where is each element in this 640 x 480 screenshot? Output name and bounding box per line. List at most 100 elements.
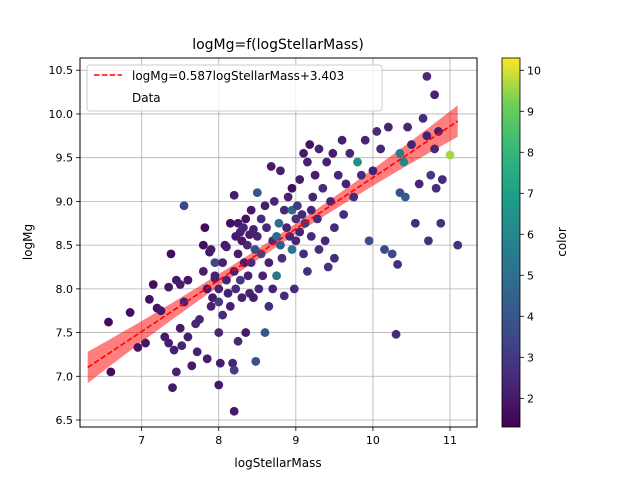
data-point <box>235 275 245 285</box>
legend: logMg=0.587logStellarMass+3.403 Data <box>86 64 383 112</box>
data-point <box>215 358 225 368</box>
data-point <box>299 148 308 158</box>
data-point <box>242 240 252 250</box>
data-point <box>214 284 224 294</box>
data-point <box>237 293 247 302</box>
data-point <box>276 240 285 250</box>
colorbar-tick-label: 7 <box>527 187 534 200</box>
data-point <box>249 224 258 234</box>
data-point <box>192 347 202 357</box>
data-point <box>287 245 297 254</box>
data-point <box>144 294 154 304</box>
data-point <box>258 271 268 281</box>
data-point <box>291 236 301 246</box>
data-point <box>387 249 397 259</box>
data-point <box>279 205 289 215</box>
data-point <box>314 144 324 154</box>
data-point <box>229 365 239 375</box>
data-point <box>318 183 328 193</box>
colorbar-gradient <box>501 57 521 428</box>
x-tick-label: 8 <box>215 434 222 447</box>
data-point <box>200 223 210 233</box>
data-point <box>322 157 332 167</box>
data-point <box>399 157 409 167</box>
data-point <box>430 90 440 100</box>
data-point <box>329 223 339 233</box>
data-point <box>241 328 251 337</box>
data-point <box>320 236 330 246</box>
data-point <box>198 266 208 276</box>
data-point <box>426 170 436 180</box>
data-point <box>434 127 443 136</box>
data-point <box>222 275 231 285</box>
data-point <box>310 170 320 180</box>
data-point <box>175 280 185 289</box>
data-point <box>164 338 174 348</box>
colorbar-tick-label: 8 <box>527 146 534 159</box>
data-point <box>250 245 260 254</box>
colorbar-tick-label: 6 <box>527 228 534 241</box>
data-point <box>246 205 256 215</box>
chart-title: logMg=f(logStellarMass) <box>192 37 364 53</box>
data-point <box>229 190 239 200</box>
data-point <box>256 249 266 259</box>
data-point <box>195 315 204 324</box>
colorbar-label: color <box>555 227 569 257</box>
data-point <box>187 361 197 371</box>
data-point <box>252 188 262 198</box>
y-tick-label: 7.0 <box>56 370 74 383</box>
data-point <box>306 205 316 215</box>
y-tick-label: 8.0 <box>56 283 74 296</box>
data-point <box>282 223 291 233</box>
data-point <box>254 284 264 294</box>
plot-frame <box>79 57 478 428</box>
data-point <box>410 218 420 228</box>
legend-fit-label: logMg=0.587logStellarMass+3.403 <box>132 69 344 83</box>
data-point <box>345 148 355 158</box>
data-point <box>400 192 410 202</box>
data-point <box>168 383 177 393</box>
data-point <box>356 170 366 180</box>
legend-data-label: Data <box>132 91 161 105</box>
data-point <box>323 262 333 272</box>
data-point <box>210 273 220 283</box>
data-point <box>306 231 316 241</box>
data-point <box>171 367 181 377</box>
colorbar-tick-label: 9 <box>527 105 534 118</box>
data-point <box>424 236 433 246</box>
fit-line <box>87 120 459 369</box>
data-point <box>218 310 228 320</box>
data-point <box>436 218 446 228</box>
data-point <box>376 144 386 154</box>
data-point <box>372 127 382 136</box>
fit-line-layer <box>87 120 459 369</box>
data-point <box>269 197 279 206</box>
data-point <box>133 343 143 352</box>
y-tick-label: 10.0 <box>49 108 74 121</box>
data-point <box>175 323 185 333</box>
data-point <box>305 140 315 149</box>
data-point <box>418 113 428 123</box>
data-point <box>206 245 216 254</box>
data-point <box>231 284 241 294</box>
y-tick-label: 10.5 <box>49 64 74 77</box>
data-point <box>393 259 402 269</box>
data-point <box>183 332 193 342</box>
data-point <box>179 201 189 211</box>
data-point <box>264 301 274 311</box>
legend-box <box>86 64 383 112</box>
data-point <box>368 166 378 176</box>
x-axis-label: logStellarMass <box>234 456 321 470</box>
data-point <box>206 301 216 311</box>
data-point <box>214 380 224 390</box>
data-point <box>287 183 297 193</box>
data-point <box>164 282 174 292</box>
data-point <box>360 135 370 145</box>
data-point <box>303 266 312 276</box>
data-point <box>430 144 440 154</box>
data-point <box>403 122 413 132</box>
data-point <box>183 275 193 285</box>
data-point <box>314 245 324 254</box>
data-point <box>222 242 231 252</box>
colorbar-tick-label: 4 <box>527 310 534 323</box>
